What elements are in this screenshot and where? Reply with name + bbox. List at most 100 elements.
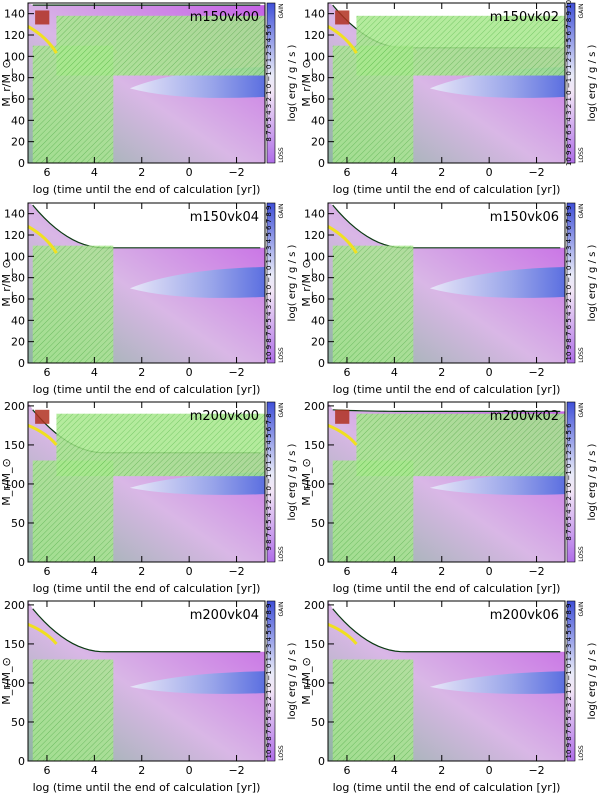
y-tick-label: 40 xyxy=(11,314,25,327)
panel-title: m200vk06 xyxy=(490,608,559,623)
x-tick-label: 0 xyxy=(186,166,193,179)
x-tick-label: 4 xyxy=(391,565,398,578)
outside-star-region xyxy=(328,402,565,412)
surface-line xyxy=(32,608,261,653)
y-axis-label: M_r/M_⊙ xyxy=(0,458,13,505)
panel-m200vk00: 6 4 2 0 −2 log (time until the end of calcula… xyxy=(0,400,298,595)
burning-edge xyxy=(27,424,58,446)
x-axis-label: log (time until the end of calculation [… xyxy=(333,383,561,396)
y-tick-label: 80 xyxy=(11,272,25,285)
colorbar-label: log( erg / g / s ) xyxy=(287,44,298,121)
x-tick-label: −2 xyxy=(228,166,244,179)
x-tick-label: 6 xyxy=(343,166,350,179)
y-tick-label: 150 xyxy=(4,439,25,452)
y-tick-label: 120 xyxy=(304,29,325,42)
x-axis-label: log (time until the end of calculation [… xyxy=(333,582,561,595)
y-axis-label: M_r/M_⊙ xyxy=(300,458,313,505)
y-tick-label: 100 xyxy=(4,250,25,263)
y-tick-label: 100 xyxy=(304,478,325,491)
y-tick-label: 0 xyxy=(18,755,25,768)
x-axis-label: log (time until the end of calculation [… xyxy=(333,183,561,196)
plot-frame xyxy=(27,202,266,364)
y-tick-label: 0 xyxy=(318,556,325,569)
x-tick-label: 4 xyxy=(91,565,98,578)
panel-title: m200vk02 xyxy=(490,409,559,424)
colorbar xyxy=(266,401,276,563)
x-tick-label: 0 xyxy=(486,166,493,179)
plot-frame xyxy=(327,202,566,364)
colorbar xyxy=(566,202,576,364)
x-tick-label: 4 xyxy=(391,764,398,777)
plot-frame xyxy=(27,401,266,563)
outside-star-region xyxy=(28,601,265,652)
x-tick-label: −2 xyxy=(228,764,244,777)
x-tick-label: 4 xyxy=(91,366,98,379)
gain-band xyxy=(129,267,265,298)
x-tick-label: 2 xyxy=(438,166,445,179)
burning-edge xyxy=(327,225,358,254)
y-tick-label: 0 xyxy=(18,357,25,370)
plot-frame xyxy=(327,401,566,563)
y-tick-label: 100 xyxy=(4,677,25,690)
x-tick-label: 0 xyxy=(486,565,493,578)
gain-band xyxy=(129,472,265,495)
colorbar-gain-label: GAIN xyxy=(578,402,585,417)
panel-title: m200vk04 xyxy=(190,608,259,623)
x-tick-label: 2 xyxy=(438,366,445,379)
colorbar-loss-label: LOSS xyxy=(278,745,285,761)
y-tick-label: 100 xyxy=(304,50,325,63)
colorbar-gain-label: GAIN xyxy=(578,3,585,18)
x-tick-label: 6 xyxy=(343,565,350,578)
plot-frame xyxy=(327,600,566,762)
y-tick-label: 140 xyxy=(4,208,25,221)
y-tick-label: 100 xyxy=(4,50,25,63)
plot-frame xyxy=(27,600,266,762)
convective-core xyxy=(332,460,414,562)
panel-m200vk06: 6 4 2 0 −2 log (time until the end of calcula… xyxy=(300,599,598,794)
colorbar-loss-label: LOSS xyxy=(278,147,285,163)
y-tick-label: 80 xyxy=(311,272,325,285)
x-tick-label: 6 xyxy=(343,764,350,777)
y-tick-label: 20 xyxy=(11,136,25,149)
outside-star-region xyxy=(28,203,265,248)
colorbar-ticks: 10 9 8 7 6 5 4 3 2 1 0 −1 0 1 2 3 4 5 6 … xyxy=(265,603,273,758)
x-tick-label: 4 xyxy=(91,166,98,179)
x-axis-label: log (time until the end of calculation [… xyxy=(33,183,261,196)
colorbar-gain-label: GAIN xyxy=(578,601,585,616)
y-tick-label: 100 xyxy=(304,677,325,690)
convective-envelope xyxy=(56,413,265,477)
gain-band xyxy=(429,472,565,495)
x-tick-label: 2 xyxy=(138,565,145,578)
x-tick-label: 0 xyxy=(486,366,493,379)
burning-edge xyxy=(27,25,58,54)
x-tick-label: 6 xyxy=(43,565,50,578)
panel-title: m150vk04 xyxy=(190,210,259,225)
colorbar xyxy=(266,2,276,164)
colorbar xyxy=(266,600,276,762)
colorbar-gain-label: GAIN xyxy=(578,203,585,218)
x-tick-label: −2 xyxy=(528,166,544,179)
convective-envelope xyxy=(356,15,565,76)
outside-star-region xyxy=(328,601,565,652)
y-tick-label: 20 xyxy=(311,136,325,149)
x-tick-label: 4 xyxy=(91,764,98,777)
x-axis-label: log (time until the end of calculation [… xyxy=(33,383,261,396)
x-tick-label: −2 xyxy=(528,366,544,379)
colorbar-label: log( erg / g / s ) xyxy=(587,244,598,321)
y-tick-label: 120 xyxy=(304,229,325,242)
y-axis-label: M_r/M_⊙ xyxy=(300,59,313,106)
burning-edge xyxy=(327,25,358,54)
outside-star-region xyxy=(328,203,565,248)
hot-spot xyxy=(335,409,350,424)
x-tick-label: 0 xyxy=(186,764,193,777)
y-tick-label: 100 xyxy=(304,250,325,263)
y-tick-label: 20 xyxy=(311,336,325,349)
y-tick-label: 120 xyxy=(4,229,25,242)
convective-envelope xyxy=(56,15,265,76)
y-tick-label: 100 xyxy=(4,478,25,491)
colorbar-label: log( erg / g / s ) xyxy=(287,642,298,719)
y-tick-label: 60 xyxy=(311,93,325,106)
y-tick-label: 200 xyxy=(4,599,25,612)
